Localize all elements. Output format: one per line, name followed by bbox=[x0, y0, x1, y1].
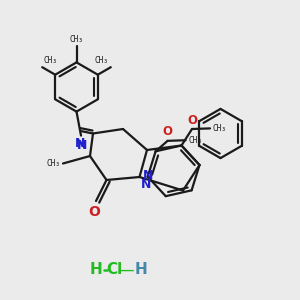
Text: CH₃: CH₃ bbox=[212, 124, 226, 133]
Text: H: H bbox=[90, 262, 102, 278]
Text: O: O bbox=[187, 114, 197, 127]
Text: N: N bbox=[143, 169, 154, 182]
Text: N: N bbox=[75, 137, 85, 150]
Text: H: H bbox=[135, 262, 147, 278]
Text: O: O bbox=[163, 125, 172, 138]
Text: CH₃: CH₃ bbox=[47, 159, 61, 168]
Text: Cl: Cl bbox=[106, 262, 122, 278]
Text: N: N bbox=[77, 140, 88, 152]
Text: O: O bbox=[88, 205, 101, 219]
Text: CH₃: CH₃ bbox=[94, 56, 108, 65]
Text: CH₃: CH₃ bbox=[44, 56, 58, 65]
Text: CH₃: CH₃ bbox=[70, 35, 83, 44]
Text: —: — bbox=[118, 261, 134, 279]
Text: CH₃: CH₃ bbox=[188, 136, 202, 145]
Text: N: N bbox=[141, 178, 152, 191]
